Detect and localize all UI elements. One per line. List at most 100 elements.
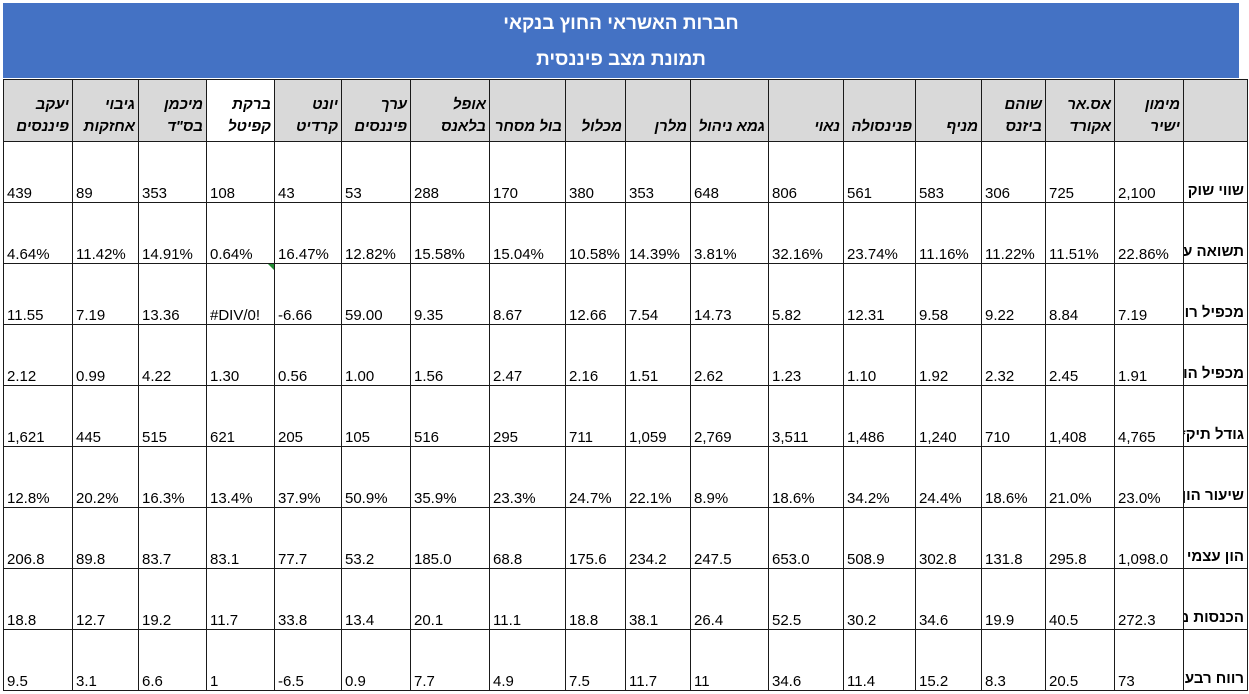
column-header-company[interactable]: יעקב פיננסים — [3, 79, 73, 142]
table-cell[interactable]: 0.64% — [206, 202, 275, 264]
table-cell[interactable]: 295 — [489, 385, 566, 447]
table-cell[interactable]: 8.67 — [489, 263, 566, 325]
table-cell[interactable]: 11.16% — [915, 202, 982, 264]
column-header-company[interactable]: מיכמן בס"ד — [138, 79, 207, 142]
row-label[interactable]: שווי שוק — [1183, 141, 1248, 203]
table-cell[interactable]: 1.92 — [915, 324, 982, 386]
table-cell[interactable]: 1,486 — [843, 385, 916, 447]
table-cell[interactable]: 11.7 — [625, 629, 691, 691]
table-cell[interactable]: 170 — [489, 141, 566, 203]
table-cell[interactable]: 9.58 — [915, 263, 982, 325]
table-cell[interactable]: 23.74% — [843, 202, 916, 264]
table-cell[interactable]: 3.1 — [72, 629, 139, 691]
row-label[interactable]: רווח רבעוני — [1183, 629, 1248, 691]
table-cell[interactable]: 15.04% — [489, 202, 566, 264]
table-cell[interactable]: 4.64% — [3, 202, 73, 264]
table-cell[interactable]: 68.8 — [489, 507, 566, 569]
table-cell[interactable]: 20.2% — [72, 446, 139, 508]
table-cell[interactable]: 13.4 — [341, 568, 411, 630]
table-cell[interactable]: 0.9 — [341, 629, 411, 691]
table-cell[interactable]: 10.58% — [565, 202, 626, 264]
table-cell[interactable]: 247.5 — [690, 507, 769, 569]
table-cell[interactable]: 1 — [206, 629, 275, 691]
table-cell[interactable]: 11.51% — [1045, 202, 1115, 264]
column-header-company[interactable]: גמא ניהול — [690, 79, 769, 142]
table-cell[interactable]: 131.8 — [981, 507, 1046, 569]
table-cell[interactable]: #DIV/0! — [206, 263, 275, 325]
table-cell[interactable]: -6.66 — [274, 263, 342, 325]
table-cell[interactable]: 2.12 — [3, 324, 73, 386]
table-cell[interactable]: 34.6 — [768, 629, 844, 691]
table-cell[interactable]: 21.0% — [1045, 446, 1115, 508]
table-cell[interactable]: 3.81% — [690, 202, 769, 264]
table-cell[interactable]: 24.7% — [565, 446, 626, 508]
table-cell[interactable]: 14.91% — [138, 202, 207, 264]
table-cell[interactable]: 12.66 — [565, 263, 626, 325]
table-cell[interactable]: 185.0 — [410, 507, 490, 569]
table-cell[interactable]: 7.19 — [1114, 263, 1184, 325]
table-cell[interactable]: 306 — [981, 141, 1046, 203]
column-header-company[interactable]: פנינסולה — [843, 79, 916, 142]
table-cell[interactable]: 8.3 — [981, 629, 1046, 691]
table-cell[interactable]: 5.82 — [768, 263, 844, 325]
table-cell[interactable]: 1,621 — [3, 385, 73, 447]
table-cell[interactable]: 4.22 — [138, 324, 207, 386]
table-cell[interactable]: 23.3% — [489, 446, 566, 508]
table-cell[interactable]: 516 — [410, 385, 490, 447]
table-cell[interactable]: 353 — [625, 141, 691, 203]
table-cell[interactable]: 3,511 — [768, 385, 844, 447]
column-header-company[interactable]: ברקת קפיטל — [206, 79, 275, 142]
column-header-company[interactable]: נאוי — [768, 79, 844, 142]
table-cell[interactable]: 53 — [341, 141, 411, 203]
table-cell[interactable]: 43 — [274, 141, 342, 203]
column-header-company[interactable]: גיבוי אחזקות — [72, 79, 139, 142]
table-cell[interactable]: 583 — [915, 141, 982, 203]
column-header-company[interactable]: מלרן — [625, 79, 691, 142]
table-cell[interactable]: 1,059 — [625, 385, 691, 447]
table-cell[interactable]: 2.45 — [1045, 324, 1115, 386]
table-cell[interactable]: 35.9% — [410, 446, 490, 508]
table-cell[interactable]: 11 — [690, 629, 769, 691]
row-label[interactable]: שיעור הון למאזן — [1183, 446, 1248, 508]
table-cell[interactable]: 12.82% — [341, 202, 411, 264]
table-cell[interactable]: 33.8 — [274, 568, 342, 630]
table-cell[interactable]: 8.84 — [1045, 263, 1115, 325]
table-cell[interactable]: 105 — [341, 385, 411, 447]
table-cell[interactable]: 38.1 — [625, 568, 691, 630]
column-header-company[interactable]: מימון ישיר — [1114, 79, 1184, 142]
table-cell[interactable]: 1.91 — [1114, 324, 1184, 386]
table-cell[interactable]: 18.8 — [565, 568, 626, 630]
table-cell[interactable]: -6.5 — [274, 629, 342, 691]
table-cell[interactable]: 2.32 — [981, 324, 1046, 386]
column-header-company[interactable]: שוהם ביזנס — [981, 79, 1046, 142]
table-cell[interactable]: 73 — [1114, 629, 1184, 691]
column-header-company[interactable]: אס.אר אקורד — [1045, 79, 1115, 142]
table-cell[interactable]: 4,765 — [1114, 385, 1184, 447]
table-cell[interactable]: 34.2% — [843, 446, 916, 508]
table-cell[interactable]: 0.99 — [72, 324, 139, 386]
table-cell[interactable]: 13.4% — [206, 446, 275, 508]
table-cell[interactable]: 806 — [768, 141, 844, 203]
table-cell[interactable]: 288 — [410, 141, 490, 203]
table-cell[interactable]: 175.6 — [565, 507, 626, 569]
table-cell[interactable]: 50.9% — [341, 446, 411, 508]
column-header-company[interactable]: מניף — [915, 79, 982, 142]
table-cell[interactable]: 53.2 — [341, 507, 411, 569]
column-header-company[interactable]: מכלול — [565, 79, 626, 142]
table-cell[interactable]: 7.19 — [72, 263, 139, 325]
table-cell[interactable]: 40.5 — [1045, 568, 1115, 630]
table-cell[interactable]: 11.22% — [981, 202, 1046, 264]
table-cell[interactable]: 380 — [565, 141, 626, 203]
table-cell[interactable]: 89.8 — [72, 507, 139, 569]
table-cell[interactable]: 108 — [206, 141, 275, 203]
column-header-company[interactable]: ערך פיננסים — [341, 79, 411, 142]
table-cell[interactable]: 0.56 — [274, 324, 342, 386]
table-cell[interactable]: 515 — [138, 385, 207, 447]
table-cell[interactable]: 648 — [690, 141, 769, 203]
table-cell[interactable]: 11.1 — [489, 568, 566, 630]
table-cell[interactable]: 15.58% — [410, 202, 490, 264]
table-cell[interactable]: 14.73 — [690, 263, 769, 325]
table-cell[interactable]: 1,098.0 — [1114, 507, 1184, 569]
table-cell[interactable]: 1,240 — [915, 385, 982, 447]
table-cell[interactable]: 9.5 — [3, 629, 73, 691]
